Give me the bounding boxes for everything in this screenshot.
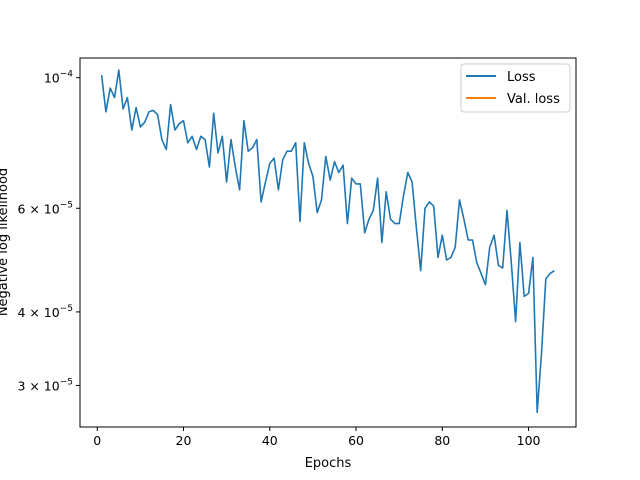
x-tick-label: 80: [434, 433, 450, 448]
x-tick-label: 40: [262, 433, 278, 448]
y-tick-label: 10−4: [44, 70, 73, 86]
x-axis-label: Epochs: [305, 456, 352, 471]
legend-label-loss: Loss: [507, 70, 536, 85]
legend: Loss Val. loss: [460, 63, 571, 113]
y-tick-label: 4 × 10−5: [17, 304, 73, 320]
y-tick-label: 6 × 10−5: [17, 200, 73, 216]
legend-label-val-loss: Val. loss: [507, 92, 560, 107]
series-line-loss: [100, 69, 555, 414]
x-tick-label: 60: [348, 433, 364, 448]
x-tick-label: 100: [517, 433, 541, 448]
plot-area: [100, 69, 555, 414]
x-tick-label: 20: [176, 433, 192, 448]
x-tick-label: 0: [93, 433, 101, 448]
y-axis-label: Negative log likelihood: [0, 168, 11, 316]
y-axis-ticks: 10−4 6 × 10−5 4 × 10−5 3 × 10−5: [17, 70, 80, 393]
axes-frame: [79, 57, 577, 428]
x-axis-ticks: 0 20 40 60 80 100: [93, 427, 541, 448]
y-tick-label: 3 × 10−5: [17, 377, 73, 393]
